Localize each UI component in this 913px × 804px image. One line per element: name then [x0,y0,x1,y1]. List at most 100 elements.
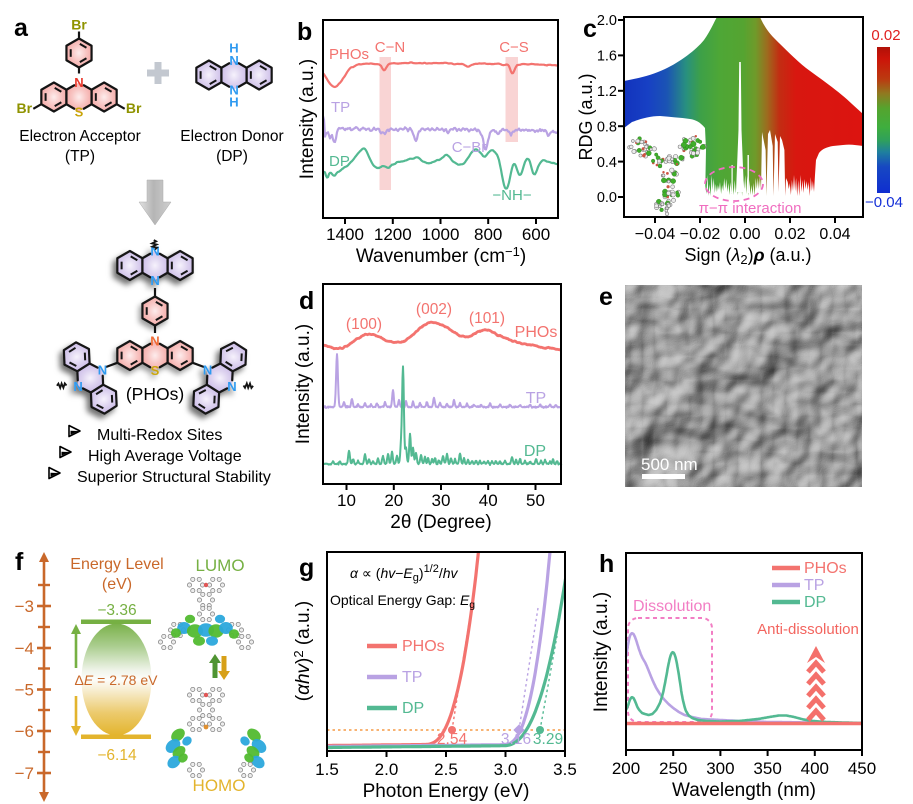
svg-text:3.5: 3.5 [553,760,577,779]
svg-text:Intensity (a.u.): Intensity (a.u.) [591,592,612,712]
svg-text:PHOs: PHOs [329,46,369,63]
svg-text:−3: −3 [15,597,34,616]
svg-text:LUMO: LUMO [195,556,244,575]
svg-text:Br: Br [71,17,87,33]
svg-text:PHOs: PHOs [402,638,445,655]
svg-text:a: a [14,14,29,42]
svg-text:40: 40 [479,491,498,510]
svg-text:1400: 1400 [326,225,364,244]
svg-text:−NH−: −NH− [492,187,531,204]
svg-text:b: b [297,18,312,46]
svg-text:TP: TP [402,669,422,686]
svg-text:Photon Energy (eV): Photon Energy (eV) [363,781,530,802]
svg-text:f: f [15,548,24,576]
svg-text:d: d [299,287,314,315]
svg-text:N: N [98,363,107,378]
svg-text:−5: −5 [15,681,34,700]
svg-text:H: H [229,41,238,56]
svg-text:N: N [150,244,159,259]
svg-text:1.5: 1.5 [315,760,339,779]
svg-text:400: 400 [801,759,829,778]
svg-text:800: 800 [474,225,502,244]
svg-text:−0.04: −0.04 [635,226,676,243]
svg-text:2.54: 2.54 [437,731,468,748]
svg-text:N: N [150,334,159,349]
svg-text:0.02: 0.02 [774,226,805,243]
svg-text:C−Br: C−Br [452,139,487,156]
svg-text:(DP): (DP) [216,148,248,165]
svg-text:Multi-Redox Sites: Multi-Redox Sites [97,427,222,444]
svg-text:(101): (101) [469,310,505,327]
svg-text:N: N [227,379,236,394]
svg-text:350: 350 [753,759,781,778]
svg-text:Electron Acceptor: Electron Acceptor [19,128,140,145]
svg-text:(PHOs): (PHOs) [126,384,184,404]
svg-text:0.0: 0.0 [597,190,617,206]
svg-text:N: N [203,363,212,378]
svg-text:Wavenumber (cm−1): Wavenumber (cm−1) [356,244,526,267]
svg-text:Dissolution: Dissolution [633,598,711,615]
svg-text:−4: −4 [15,639,34,658]
svg-text:(TP): (TP) [65,148,95,165]
svg-text:0.8: 0.8 [597,119,617,135]
svg-text:450: 450 [848,759,876,778]
svg-text:0.4: 0.4 [597,155,617,171]
svg-text:α ∝ (hv−Eg)1/2/hv: α ∝ (hv−Eg)1/2/hv [350,563,459,584]
svg-text:0.02: 0.02 [871,27,900,44]
svg-text:TP: TP [526,390,546,407]
svg-text:Intensity (a.u.): Intensity (a.u.) [293,324,314,444]
svg-text:250: 250 [659,759,687,778]
svg-text:N: N [73,379,82,394]
svg-text:Optical Energy Gap: Eg: Optical Energy Gap: Eg [330,592,475,611]
svg-text:300: 300 [706,759,734,778]
svg-text:10: 10 [337,491,356,510]
svg-text:e: e [599,283,613,311]
svg-text:RDG (a.u.): RDG (a.u.) [576,73,596,160]
svg-text:Anti-dissolution: Anti-dissolution [757,621,859,638]
svg-text:200: 200 [612,759,640,778]
svg-text:h: h [599,550,614,578]
svg-text:TP: TP [804,577,824,594]
svg-text:N: N [150,273,159,288]
svg-text:(100): (100) [346,316,382,333]
svg-text:600: 600 [522,225,550,244]
svg-text:1000: 1000 [422,225,460,244]
svg-text:ΔE = 2.78 eV: ΔE = 2.78 eV [75,672,159,688]
svg-text:C−S: C−S [499,39,529,56]
svg-text:N: N [229,83,238,98]
svg-text:−7: −7 [15,764,34,783]
svg-text:TP: TP [331,99,350,116]
svg-text:1.2: 1.2 [597,84,617,100]
svg-text:H: H [229,95,238,110]
svg-text:2.0: 2.0 [597,13,617,29]
svg-text:1.6: 1.6 [597,49,617,65]
svg-text:Wavelength (nm): Wavelength (nm) [672,780,816,801]
svg-text:Energy Level: Energy Level [70,556,163,573]
svg-text:N: N [229,53,238,68]
svg-text:3.16: 3.16 [501,731,531,748]
svg-text:1200: 1200 [374,225,412,244]
svg-text:PHOs: PHOs [515,324,558,341]
svg-text:−0.02: −0.02 [680,226,721,243]
svg-text:DP: DP [329,153,350,170]
svg-text:S: S [75,105,84,120]
svg-text:−3.36: −3.36 [97,602,136,619]
svg-text:20: 20 [384,491,403,510]
svg-text:Superior Structural Stability: Superior Structural Stability [77,469,271,486]
svg-text:S: S [151,363,160,378]
svg-text:C−N: C−N [375,39,405,56]
svg-text:3.0: 3.0 [494,760,518,779]
svg-text:g: g [299,554,314,582]
svg-text:2.5: 2.5 [434,760,458,779]
svg-text:−0.04: −0.04 [865,194,903,211]
svg-text:0.04: 0.04 [819,226,850,243]
svg-text:HOMO: HOMO [193,776,246,795]
svg-text:500 nm: 500 nm [641,455,698,474]
svg-text:(002): (002) [416,301,452,318]
svg-text:Sign (λ2)ρ (a.u.): Sign (λ2)ρ (a.u.) [684,245,811,267]
svg-text:(αhv)2 (a.u.): (αhv)2 (a.u.) [291,601,314,701]
svg-text:50: 50 [526,491,545,510]
svg-text:DP: DP [402,700,424,717]
svg-text:PHOs: PHOs [804,560,847,577]
svg-text:High Average Voltage: High Average Voltage [88,448,242,465]
